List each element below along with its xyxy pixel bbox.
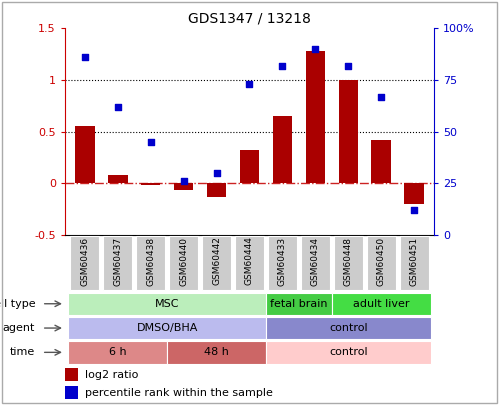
Text: control: control <box>329 323 368 333</box>
Text: GSM60436: GSM60436 <box>80 237 89 286</box>
Text: fetal brain: fetal brain <box>270 299 328 309</box>
Point <box>344 62 352 69</box>
Text: GSM60444: GSM60444 <box>245 237 254 286</box>
Text: GSM60448: GSM60448 <box>344 237 353 286</box>
Point <box>278 62 286 69</box>
Text: GSM60434: GSM60434 <box>311 237 320 286</box>
FancyBboxPatch shape <box>266 317 431 339</box>
Text: GSM60438: GSM60438 <box>146 237 155 286</box>
Text: GSM60440: GSM60440 <box>179 237 188 286</box>
FancyBboxPatch shape <box>300 236 330 290</box>
Bar <box>371 140 391 183</box>
Text: time: time <box>10 347 35 357</box>
Point <box>246 81 253 87</box>
Text: control: control <box>329 347 368 357</box>
Point <box>410 207 418 213</box>
Bar <box>65 368 78 381</box>
Point <box>180 178 188 184</box>
FancyBboxPatch shape <box>202 236 232 290</box>
Text: agent: agent <box>3 323 35 333</box>
Bar <box>75 126 94 183</box>
Text: GSM60450: GSM60450 <box>377 237 386 286</box>
Text: percentile rank within the sample: percentile rank within the sample <box>85 388 273 398</box>
Text: 48 h: 48 h <box>204 347 229 357</box>
Point <box>213 170 221 176</box>
FancyBboxPatch shape <box>68 292 266 315</box>
Point <box>114 104 122 110</box>
Bar <box>141 183 161 185</box>
FancyBboxPatch shape <box>68 317 266 339</box>
FancyBboxPatch shape <box>266 292 332 315</box>
Text: cell type: cell type <box>0 299 35 309</box>
Text: GSM60451: GSM60451 <box>410 237 419 286</box>
FancyBboxPatch shape <box>235 236 264 290</box>
Bar <box>272 116 292 183</box>
Point <box>311 46 319 52</box>
Bar <box>174 183 194 190</box>
FancyBboxPatch shape <box>367 236 396 290</box>
Bar <box>240 150 259 183</box>
FancyBboxPatch shape <box>332 292 431 315</box>
FancyBboxPatch shape <box>333 236 363 290</box>
FancyBboxPatch shape <box>103 236 132 290</box>
Text: 6 h: 6 h <box>109 347 126 357</box>
Bar <box>405 183 424 204</box>
FancyBboxPatch shape <box>136 236 166 290</box>
Text: GSM60437: GSM60437 <box>113 237 122 286</box>
FancyBboxPatch shape <box>267 236 297 290</box>
Point <box>81 54 89 60</box>
Point <box>147 139 155 145</box>
FancyBboxPatch shape <box>266 341 431 364</box>
FancyBboxPatch shape <box>400 236 429 290</box>
Text: MSC: MSC <box>155 299 179 309</box>
Bar <box>108 175 128 183</box>
Bar <box>305 51 325 183</box>
Bar <box>65 386 78 399</box>
Text: GSM60433: GSM60433 <box>278 237 287 286</box>
FancyBboxPatch shape <box>68 341 167 364</box>
FancyBboxPatch shape <box>167 341 266 364</box>
Text: log2 ratio: log2 ratio <box>85 370 139 380</box>
FancyBboxPatch shape <box>70 236 99 290</box>
Text: adult liver: adult liver <box>353 299 410 309</box>
Bar <box>207 183 227 197</box>
FancyBboxPatch shape <box>169 236 199 290</box>
Point <box>377 93 385 100</box>
Bar <box>338 80 358 183</box>
Title: GDS1347 / 13218: GDS1347 / 13218 <box>188 12 311 26</box>
Text: DMSO/BHA: DMSO/BHA <box>136 323 198 333</box>
Text: GSM60442: GSM60442 <box>212 237 221 286</box>
